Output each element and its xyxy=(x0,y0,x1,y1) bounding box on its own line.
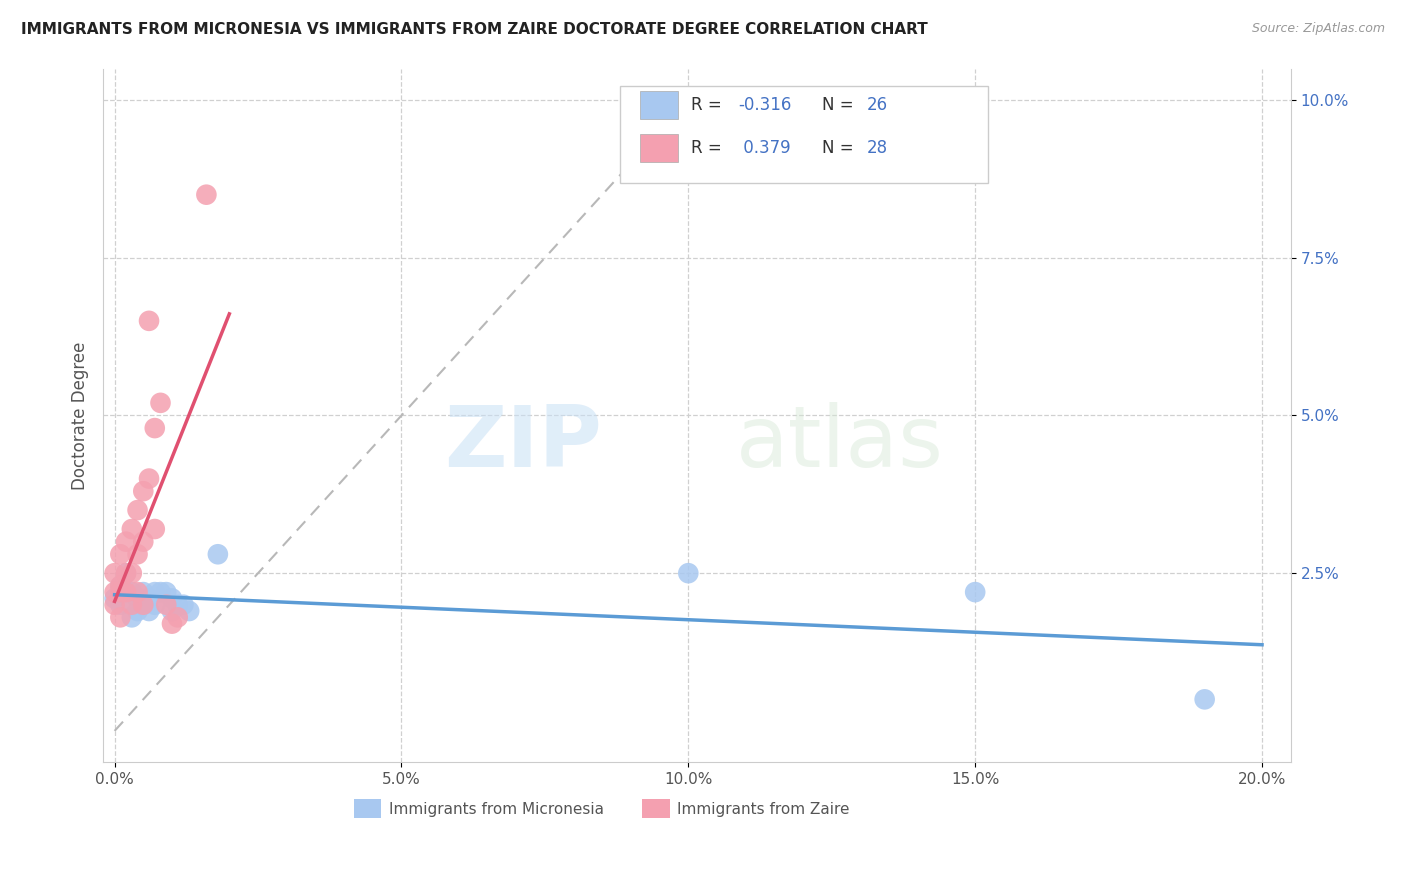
Point xyxy=(160,591,183,606)
Point xyxy=(155,598,177,612)
Text: Source: ZipAtlas.com: Source: ZipAtlas.com xyxy=(1251,22,1385,36)
FancyBboxPatch shape xyxy=(640,91,678,120)
Point xyxy=(132,598,155,612)
Point xyxy=(127,604,149,618)
Point xyxy=(965,585,987,599)
Point xyxy=(104,566,127,581)
Point xyxy=(143,598,166,612)
Point xyxy=(179,604,201,618)
Point xyxy=(121,598,143,612)
Point xyxy=(166,598,188,612)
Point xyxy=(121,610,143,624)
Point xyxy=(127,591,149,606)
Text: 0.379: 0.379 xyxy=(738,138,792,157)
Point xyxy=(132,484,155,499)
Point xyxy=(110,598,132,612)
Point xyxy=(127,547,149,561)
Text: 26: 26 xyxy=(866,96,887,114)
Text: 28: 28 xyxy=(866,138,887,157)
Point xyxy=(110,579,132,593)
Text: N =: N = xyxy=(821,96,859,114)
Point xyxy=(138,604,160,618)
Point xyxy=(132,598,155,612)
Point xyxy=(160,604,183,618)
Point xyxy=(138,472,160,486)
Text: R =: R = xyxy=(690,138,727,157)
Point xyxy=(138,314,160,328)
Point xyxy=(132,585,155,599)
Point xyxy=(160,616,183,631)
Point xyxy=(115,534,138,549)
Point xyxy=(143,585,166,599)
Point xyxy=(166,610,188,624)
Point xyxy=(121,566,143,581)
Point xyxy=(127,503,149,517)
Point xyxy=(104,591,127,606)
Point xyxy=(1194,692,1216,706)
Point xyxy=(110,585,132,599)
Legend: Immigrants from Micronesia, Immigrants from Zaire: Immigrants from Micronesia, Immigrants f… xyxy=(347,793,856,824)
Point xyxy=(195,187,218,202)
Point xyxy=(110,610,132,624)
Point xyxy=(115,585,138,599)
Point xyxy=(149,396,172,410)
Text: R =: R = xyxy=(690,96,727,114)
Point xyxy=(115,566,138,581)
Point xyxy=(172,598,194,612)
Text: atlas: atlas xyxy=(735,401,943,484)
Point xyxy=(115,585,138,599)
Point xyxy=(121,585,143,599)
Point xyxy=(115,566,138,581)
Point xyxy=(127,585,149,599)
Point xyxy=(138,591,160,606)
Point xyxy=(132,534,155,549)
Point xyxy=(207,547,229,561)
Point xyxy=(143,421,166,435)
Point xyxy=(110,579,132,593)
FancyBboxPatch shape xyxy=(640,134,678,161)
Text: ZIP: ZIP xyxy=(444,401,602,484)
Text: IMMIGRANTS FROM MICRONESIA VS IMMIGRANTS FROM ZAIRE DOCTORATE DEGREE CORRELATION: IMMIGRANTS FROM MICRONESIA VS IMMIGRANTS… xyxy=(21,22,928,37)
Point xyxy=(110,547,132,561)
Point xyxy=(678,566,700,581)
Text: N =: N = xyxy=(821,138,859,157)
Point xyxy=(155,585,177,599)
Point xyxy=(149,585,172,599)
Y-axis label: Doctorate Degree: Doctorate Degree xyxy=(72,342,89,490)
Point xyxy=(104,585,127,599)
Point xyxy=(104,598,127,612)
Point xyxy=(121,522,143,536)
Text: -0.316: -0.316 xyxy=(738,96,792,114)
Point xyxy=(143,522,166,536)
FancyBboxPatch shape xyxy=(620,86,988,183)
